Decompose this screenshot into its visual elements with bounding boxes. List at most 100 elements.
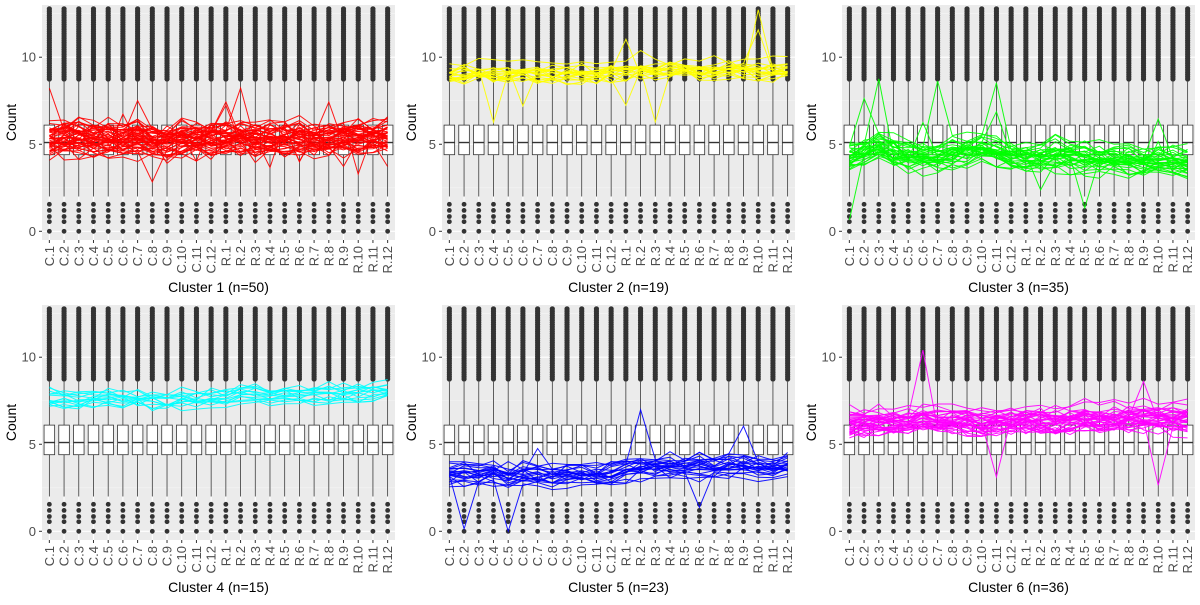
outlier-point — [165, 514, 170, 519]
outlier-point — [935, 208, 940, 213]
x-tick-label-C.7: C.7 — [130, 246, 145, 266]
outlier-point — [770, 6, 775, 11]
outlier-point — [506, 508, 511, 513]
outlier-point — [1009, 229, 1014, 234]
outlier-point — [891, 202, 896, 207]
outlier-point — [370, 6, 375, 11]
outlier-point — [462, 214, 467, 219]
x-tick-label-C.1: C.1 — [842, 246, 857, 266]
outlier-point — [862, 214, 867, 219]
outlier-point — [268, 219, 273, 224]
x-tick-label-R.4: R.4 — [262, 246, 277, 266]
outlier-point — [447, 214, 452, 219]
box — [709, 125, 720, 155]
outlier-point — [520, 202, 525, 207]
outlier-point — [697, 208, 702, 213]
outlier-point — [312, 502, 317, 507]
outlier-point — [282, 519, 287, 524]
outlier-point — [550, 229, 555, 234]
outlier-point — [297, 208, 302, 213]
box — [518, 125, 529, 155]
outlier-point — [979, 229, 984, 234]
outlier-point — [1038, 6, 1043, 11]
outlier-point — [223, 502, 228, 507]
outlier-point — [506, 306, 511, 311]
outlier-point — [491, 6, 496, 11]
outlier-point — [282, 514, 287, 519]
outlier-point — [326, 219, 331, 224]
outlier-point — [194, 208, 199, 213]
box — [724, 125, 735, 155]
outlier-point — [462, 219, 467, 224]
box — [768, 125, 779, 155]
outlier-point — [209, 529, 214, 534]
x-tick-label-C.7: C.7 — [930, 246, 945, 266]
outlier-point — [653, 219, 658, 224]
outlier-point — [297, 306, 302, 311]
outlier-point — [726, 229, 731, 234]
outlier-point — [223, 214, 228, 219]
outlier-point — [326, 519, 331, 524]
x-tick-label-R.3: R.3 — [1048, 246, 1063, 266]
outlier-point — [91, 514, 96, 519]
box — [162, 425, 173, 455]
outlier-point — [165, 508, 170, 513]
outlier-point — [194, 519, 199, 524]
outlier-point — [371, 208, 376, 213]
outlier-point — [697, 202, 702, 207]
outlier-point — [120, 508, 125, 513]
outlier-point — [371, 202, 376, 207]
outlier-point — [135, 508, 140, 513]
outlier-point — [1038, 208, 1043, 213]
outlier-point — [312, 529, 317, 534]
outlier-point — [326, 514, 331, 519]
outlier-point — [238, 208, 243, 213]
outlier-point — [150, 229, 155, 234]
x-axis-label: Cluster 2 (n=19) — [568, 279, 669, 295]
x-tick-label-R.12: R.12 — [380, 246, 395, 273]
x-tick-label-C.4: C.4 — [86, 246, 101, 266]
outlier-point — [535, 306, 540, 311]
outlier-point — [491, 202, 496, 207]
outlier-point — [579, 214, 584, 219]
y-tick-label: 5 — [29, 437, 36, 452]
outlier-point — [1023, 6, 1028, 11]
outlier-point — [356, 229, 361, 234]
outlier-point — [106, 229, 111, 234]
outlier-point — [91, 208, 96, 213]
x-tick-label-C.12: C.12 — [204, 546, 219, 573]
outlier-point — [268, 519, 273, 524]
outlier-point — [385, 519, 390, 524]
y-tick-label: 5 — [29, 137, 36, 152]
outlier-point — [920, 6, 925, 11]
x-tick-label-C.2: C.2 — [57, 246, 72, 266]
box — [547, 125, 558, 155]
outlier-point — [326, 202, 331, 207]
outlier-point — [965, 208, 970, 213]
x-tick-label-R.8: R.8 — [721, 246, 736, 266]
outlier-point — [1141, 208, 1146, 213]
outlier-point — [565, 202, 570, 207]
outlier-point — [326, 229, 331, 234]
outlier-point — [120, 229, 125, 234]
box — [44, 425, 55, 455]
outlier-point — [179, 519, 184, 524]
outlier-point — [550, 306, 555, 311]
outlier-point — [223, 508, 228, 513]
outlier-point — [47, 529, 52, 534]
x-tick-label-C.8: C.8 — [145, 246, 160, 266]
box — [250, 425, 261, 455]
y-tick-label: 10 — [422, 50, 436, 65]
y-axis-label: Count — [803, 104, 819, 141]
x-tick-label-R.11: R.11 — [1165, 246, 1180, 273]
outlier-point — [520, 6, 525, 11]
outlier-point — [785, 202, 790, 207]
outlier-point — [847, 229, 852, 234]
box — [294, 425, 305, 455]
outlier-point — [609, 202, 614, 207]
outlier-point — [579, 519, 584, 524]
outlier-point — [91, 6, 96, 11]
outlier-point — [106, 214, 111, 219]
outlier-point — [520, 508, 525, 513]
